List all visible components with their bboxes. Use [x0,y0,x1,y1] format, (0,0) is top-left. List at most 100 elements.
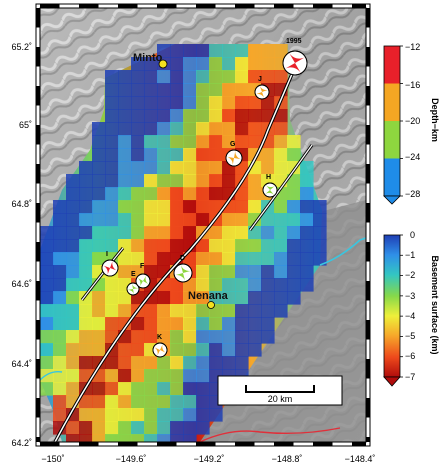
basement-grid-cell [248,70,262,84]
basement-grid-cell [170,187,184,201]
basement-grid-cell [248,291,262,305]
focal-mechanism-quadrant [110,260,118,271]
basement-grid-cell [118,135,132,149]
basement-grid-cell [40,239,54,253]
basement-grid-cell [66,291,80,305]
basement-grid-cell [105,408,119,422]
basement-grid-cell [183,135,197,149]
basement-grid-cell [183,109,197,123]
basement-grid-cell [53,213,67,227]
basement-grid-cell [118,356,132,370]
basement-grid-cell [144,434,158,442]
focal-mechanism-quadrant [102,265,110,276]
basement-grid-cell [144,174,158,188]
basement-grid-cell [105,187,119,201]
basement-grid-cell [105,278,119,292]
basement-grid-cell [79,304,93,318]
frame-tick-top [157,4,177,8]
basement-grid-cell [66,434,80,442]
focal-mechanism-quadrant [284,63,301,74]
basement-grid-cell [105,122,119,136]
basement-grid-cell [300,174,314,188]
depth-colorbar-extend-arrow [383,195,401,205]
basement-grid-cell [196,96,210,110]
basement-grid-cell [170,304,184,318]
basement-grid-cell [66,187,80,201]
basement-grid-cell [144,239,158,253]
basement-grid-cell [209,57,223,71]
basement-grid-cell [53,226,67,240]
lon-label-149-6: −149.6˚ [116,454,147,464]
basement-grid-cell [170,421,184,435]
basement-grid-cell [183,148,197,162]
basement-grid-cell [248,278,262,292]
basement-grid-cell [222,44,236,58]
depth-tick-16: −16 [405,80,420,90]
basement-grid-cell [196,408,210,422]
basement-grid-cell [144,330,158,344]
basement-grid-cell [157,395,171,409]
basement-grid-cell [235,96,249,110]
basement-grid-cell [66,239,80,253]
basement-grid-cell [92,330,106,344]
basement-grid-cell [183,434,197,442]
basement-grid-cell [118,343,132,357]
basement-grid-cell [131,421,145,435]
basement-grid-cell [105,369,119,383]
basement-grid-cell [105,83,119,97]
frame-tick-left [36,47,40,67]
basement-grid-cell [261,44,275,58]
focal-mechanism-quadrant [127,289,135,295]
basement-grid-cell [183,96,197,110]
basement-grid-cell [222,57,236,71]
basement-grid-cell [196,369,210,383]
basement-grid-cell [79,330,93,344]
basement-grid-cell [235,265,249,279]
basement-grid-cell [92,343,106,357]
basement-grid-cell [209,148,223,162]
basement-grid-cell [274,148,288,162]
basement-grid-cell [235,291,249,305]
basement-grid-cell [118,421,132,435]
basement-grid-cell [235,200,249,214]
basement-grid-cell [261,278,275,292]
basement-grid-cell [170,343,184,357]
basement-grid-cell [274,252,288,266]
basement-grid-cell [248,44,262,58]
basement-grid-cell [157,96,171,110]
basement-grid-cell [183,200,197,214]
basement-grid-cell [131,239,145,253]
lon-label-148-4: −148.4˚ [345,454,376,464]
basement-grid-cell [196,421,210,435]
basement-grid-cell [248,135,262,149]
focal-mechanism-quadrant [180,264,192,273]
frame-tick-bottom [274,442,294,446]
basement-grid-cell [235,135,249,149]
basement-grid-cell [261,252,275,266]
basement-grid-cell [79,408,93,422]
basement-grid-cell [248,239,262,253]
basement-grid-cell [92,291,106,305]
basement-grid-cell [144,291,158,305]
basement-grid-cell [131,187,145,201]
basement-grid-cell [170,291,184,305]
basement-grid-cell [144,135,158,149]
basement-colorbar-ramp [383,234,401,378]
basement-grid-cell [118,265,132,279]
basement-grid-cell [287,265,301,279]
basement-grid-cell [196,44,210,58]
basement-grid-cell [196,382,210,396]
basement-colorbar-extend-arrow [383,376,401,387]
basement-grid-cell [118,434,132,442]
basement-grid-cell [92,213,106,227]
basement-grid-cell [66,382,80,396]
basement-grid-cell [131,96,145,110]
basement-grid-cell [209,174,223,188]
focal-mechanism-h: H [262,174,278,198]
basement-grid-cell [274,200,288,214]
basement-grid-cell [170,434,184,442]
basement-grid-cell [118,252,132,266]
basement-grid-cell [53,343,67,357]
basement-grid-cell [144,161,158,175]
basement-grid-cell [118,291,132,305]
